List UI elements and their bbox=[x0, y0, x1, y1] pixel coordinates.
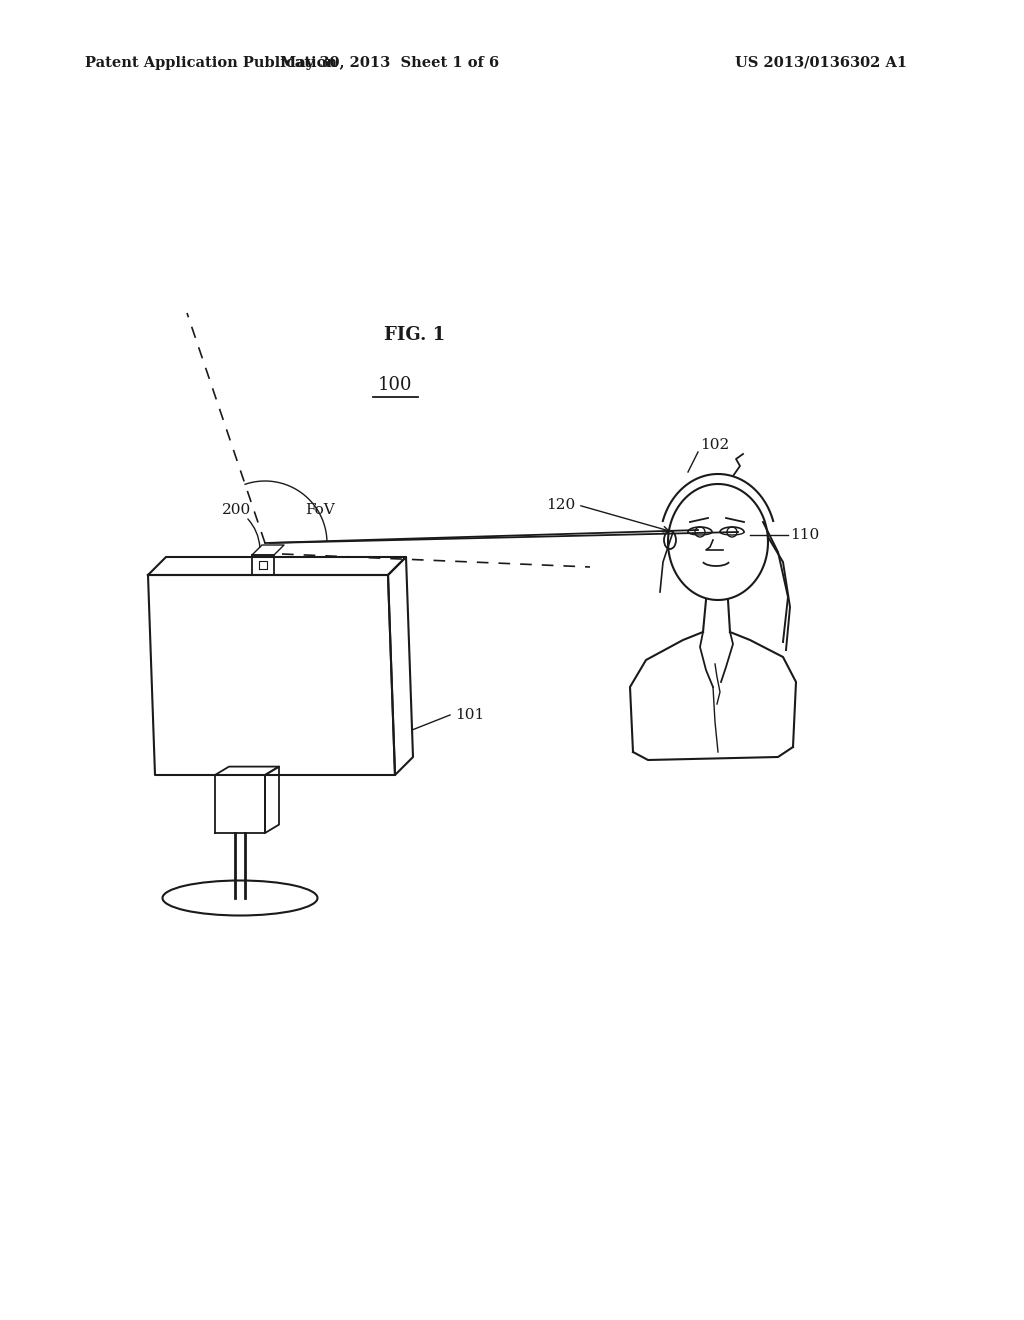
Text: US 2013/0136302 A1: US 2013/0136302 A1 bbox=[735, 55, 907, 70]
Text: 102: 102 bbox=[700, 438, 729, 451]
Text: May 30, 2013  Sheet 1 of 6: May 30, 2013 Sheet 1 of 6 bbox=[281, 55, 500, 70]
Text: Patent Application Publication: Patent Application Publication bbox=[85, 55, 337, 70]
Text: 100: 100 bbox=[378, 376, 413, 393]
Text: 120: 120 bbox=[546, 498, 575, 512]
Text: FoV: FoV bbox=[305, 503, 335, 517]
Text: 110: 110 bbox=[790, 528, 819, 543]
Text: 101: 101 bbox=[455, 708, 484, 722]
Text: 200: 200 bbox=[222, 503, 252, 517]
Text: FIG. 1: FIG. 1 bbox=[384, 326, 445, 345]
